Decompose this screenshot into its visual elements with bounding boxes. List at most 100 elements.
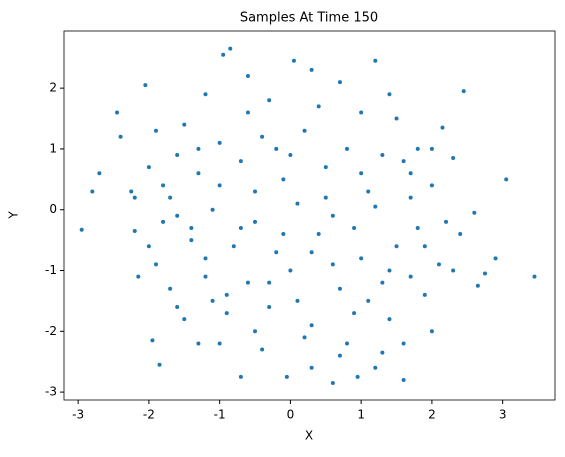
point: [323, 195, 328, 200]
point: [129, 189, 134, 194]
point: [444, 219, 449, 224]
point: [415, 225, 420, 230]
point: [260, 347, 265, 352]
y-tick-label: -2: [45, 324, 57, 338]
point: [189, 225, 194, 230]
point: [302, 128, 307, 133]
point: [175, 213, 180, 218]
point: [150, 338, 155, 343]
point: [231, 244, 236, 249]
point: [394, 244, 399, 249]
point: [253, 189, 258, 194]
point: [359, 110, 364, 115]
point: [97, 171, 102, 176]
point: [136, 274, 141, 279]
point: [355, 374, 360, 379]
point: [295, 298, 300, 303]
point: [458, 232, 463, 237]
point: [267, 98, 272, 103]
point: [224, 311, 229, 316]
point: [475, 283, 480, 288]
point: [323, 165, 328, 170]
point: [281, 232, 286, 237]
point: [373, 58, 378, 63]
point: [175, 153, 180, 158]
point: [281, 177, 286, 182]
point: [182, 122, 187, 127]
point: [295, 201, 300, 206]
point: [461, 89, 466, 94]
point: [153, 262, 158, 267]
point: [408, 195, 413, 200]
point: [168, 286, 173, 291]
point: [309, 323, 314, 328]
point: [380, 350, 385, 355]
point: [161, 183, 166, 188]
point: [146, 165, 151, 170]
y-tick-label: 2: [49, 81, 57, 95]
point: [440, 125, 445, 130]
point: [118, 134, 123, 139]
x-tick-label: 3: [499, 408, 507, 422]
point: [291, 58, 296, 63]
point: [196, 341, 201, 346]
point: [90, 189, 95, 194]
point: [203, 256, 208, 261]
point: [401, 159, 406, 164]
point: [316, 232, 321, 237]
point: [337, 80, 342, 85]
point: [344, 146, 349, 151]
point: [238, 159, 243, 164]
point: [366, 189, 371, 194]
point: [228, 46, 233, 51]
point: [429, 183, 434, 188]
x-tick-label: -1: [214, 408, 226, 422]
y-tick-label: 1: [49, 141, 57, 155]
point: [344, 341, 349, 346]
x-tick-label: -3: [72, 408, 84, 422]
y-tick-label: -1: [45, 263, 57, 277]
y-tick-label: -3: [45, 385, 57, 399]
point: [132, 229, 137, 234]
point: [221, 52, 226, 57]
point: [253, 329, 258, 334]
x-tick-label: 0: [287, 408, 295, 422]
point: [217, 341, 222, 346]
point: [238, 225, 243, 230]
point: [532, 274, 537, 279]
point: [401, 377, 406, 382]
point: [161, 219, 166, 224]
x-tick-label: 2: [428, 408, 436, 422]
point: [267, 304, 272, 309]
point: [387, 268, 392, 273]
plot-frame: [63, 30, 556, 401]
point: [203, 274, 208, 279]
point: [408, 274, 413, 279]
point: [182, 317, 187, 322]
point: [408, 171, 413, 176]
point: [196, 171, 201, 176]
point: [352, 311, 357, 316]
point: [224, 292, 229, 297]
point: [316, 104, 321, 109]
point: [429, 146, 434, 151]
point: [352, 225, 357, 230]
x-tick-label: -2: [143, 408, 155, 422]
y-tick-label: 0: [49, 202, 57, 216]
point: [337, 353, 342, 358]
point: [366, 298, 371, 303]
point: [493, 256, 498, 261]
point: [253, 219, 258, 224]
point: [245, 73, 250, 78]
point: [436, 262, 441, 267]
point: [274, 146, 279, 151]
point: [245, 110, 250, 115]
point: [274, 250, 279, 255]
point: [401, 341, 406, 346]
point: [288, 268, 293, 273]
point: [245, 280, 250, 285]
point: [132, 195, 137, 200]
point: [451, 156, 456, 161]
